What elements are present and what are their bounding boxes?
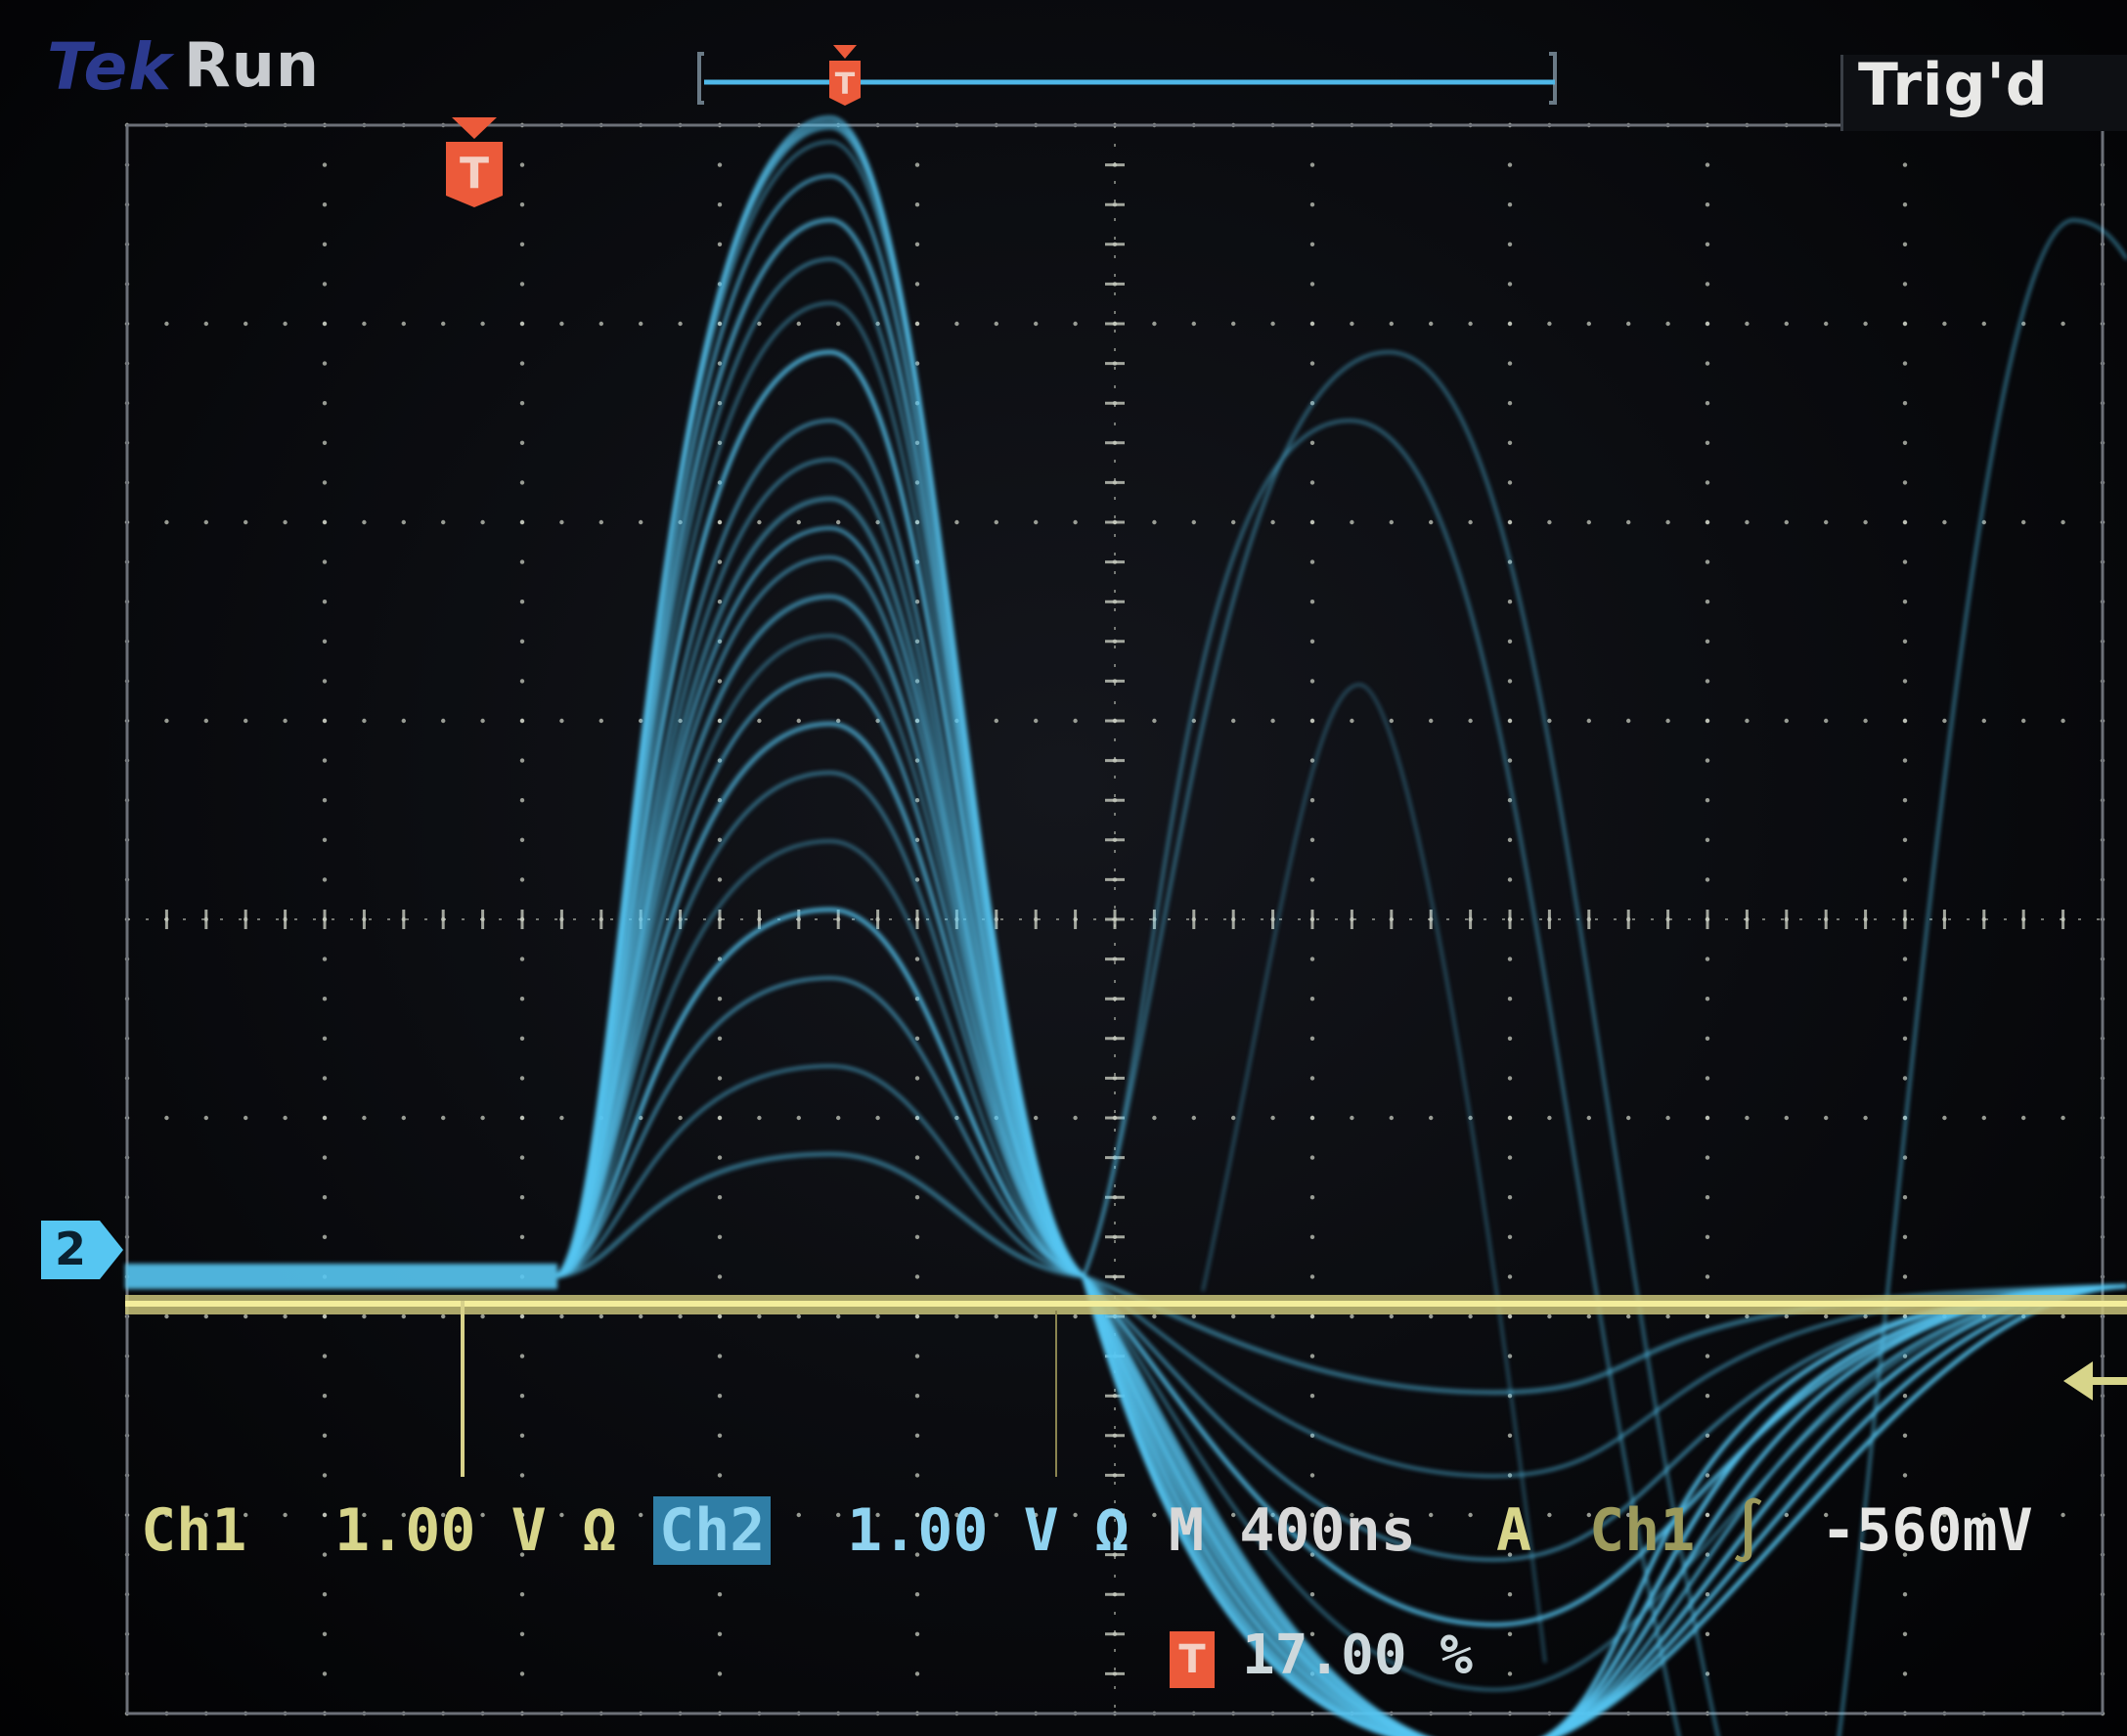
trigger-status: Trig'd	[1858, 51, 2049, 119]
trigger-marker-icon: T	[446, 117, 503, 207]
acquisition-status: Run	[184, 29, 321, 101]
svg-text:T: T	[835, 67, 856, 102]
ch2-scale-readout: 1.00 V Ω	[847, 1496, 1130, 1565]
channel1-waveform	[125, 1295, 2127, 1477]
brand-logo: Tek	[47, 29, 173, 105]
trigger-marker-label: T	[460, 149, 489, 199]
ch1-scale-readout: 1.00 V Ω	[334, 1496, 617, 1565]
timebase-readout: M 400ns	[1169, 1496, 1416, 1565]
trigger-status-panel	[1840, 55, 2127, 131]
graticule-grid	[124, 122, 2105, 1716]
record-view-bar	[697, 52, 1557, 105]
trigger-source-readout: Ch1 ∫	[1589, 1496, 1766, 1565]
ch1-label: Ch1	[141, 1496, 247, 1565]
channel2-marker-icon	[41, 1221, 123, 1279]
trigger-level-arrow-icon	[2063, 1361, 2127, 1401]
channel2-marker-label: 2	[55, 1223, 87, 1275]
record-view-trigger-icon: T	[829, 45, 861, 106]
trigger-position-icon: T	[1170, 1631, 1215, 1688]
ch2-label: Ch2	[653, 1496, 772, 1565]
trigger-position-readout: 17.00 %	[1242, 1624, 1474, 1687]
acquisition-mode-readout: A	[1496, 1496, 1532, 1565]
trigger-level-readout: -560mV	[1821, 1496, 2033, 1565]
